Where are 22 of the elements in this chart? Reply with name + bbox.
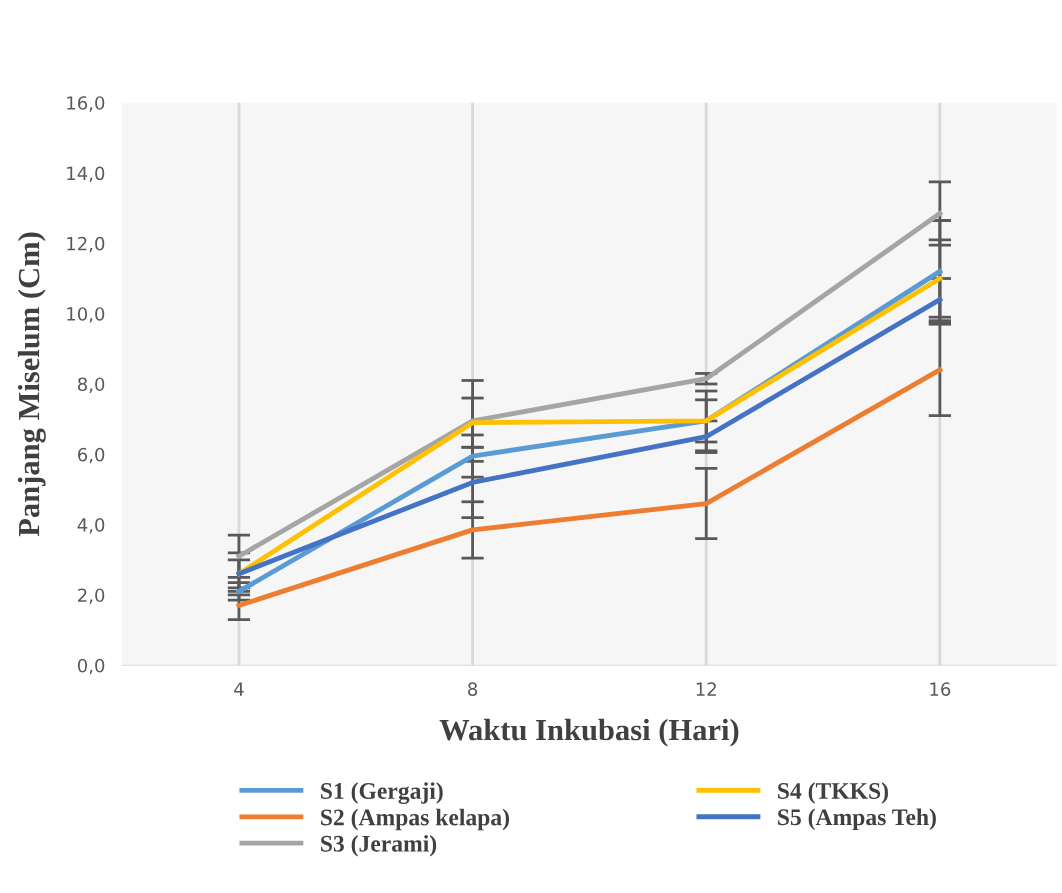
- y-tick-label: 16,0: [67, 96, 105, 112]
- x-tick-label: 12: [696, 682, 716, 696]
- legend-label: S2 (Ampas kelapa): [321, 808, 509, 831]
- line-series: [236, 211, 943, 559]
- y-tick-label: 4,0: [77, 518, 105, 534]
- y-tick-label: 14,0: [67, 166, 105, 182]
- legend-label: S1 (Gergaji): [321, 782, 443, 804]
- legend-label: S5 (Ampas Teh): [778, 808, 936, 831]
- x-tick-label: 8: [468, 682, 478, 696]
- x-tick-label: 4: [234, 682, 244, 696]
- line-series: [236, 367, 943, 608]
- y-tick-label: 8,0: [77, 377, 105, 393]
- x-tick-label: 16: [930, 682, 951, 696]
- y-tick-label: 0,0: [77, 658, 105, 675]
- legend-label: S3 (Jerami): [321, 835, 437, 857]
- y-tick-label: 12,0: [67, 236, 105, 253]
- y-tick-label: 6,0: [78, 447, 105, 464]
- y-tick-label: 10,0: [67, 307, 105, 323]
- legend-label: S4 (TKKS): [778, 782, 888, 804]
- y-axis-title: Panjang Miselum (Cm): [17, 232, 46, 537]
- y-tick-label: 2,0: [78, 588, 105, 604]
- x-axis-title: Waktu Inkubasi (Hari): [439, 718, 739, 747]
